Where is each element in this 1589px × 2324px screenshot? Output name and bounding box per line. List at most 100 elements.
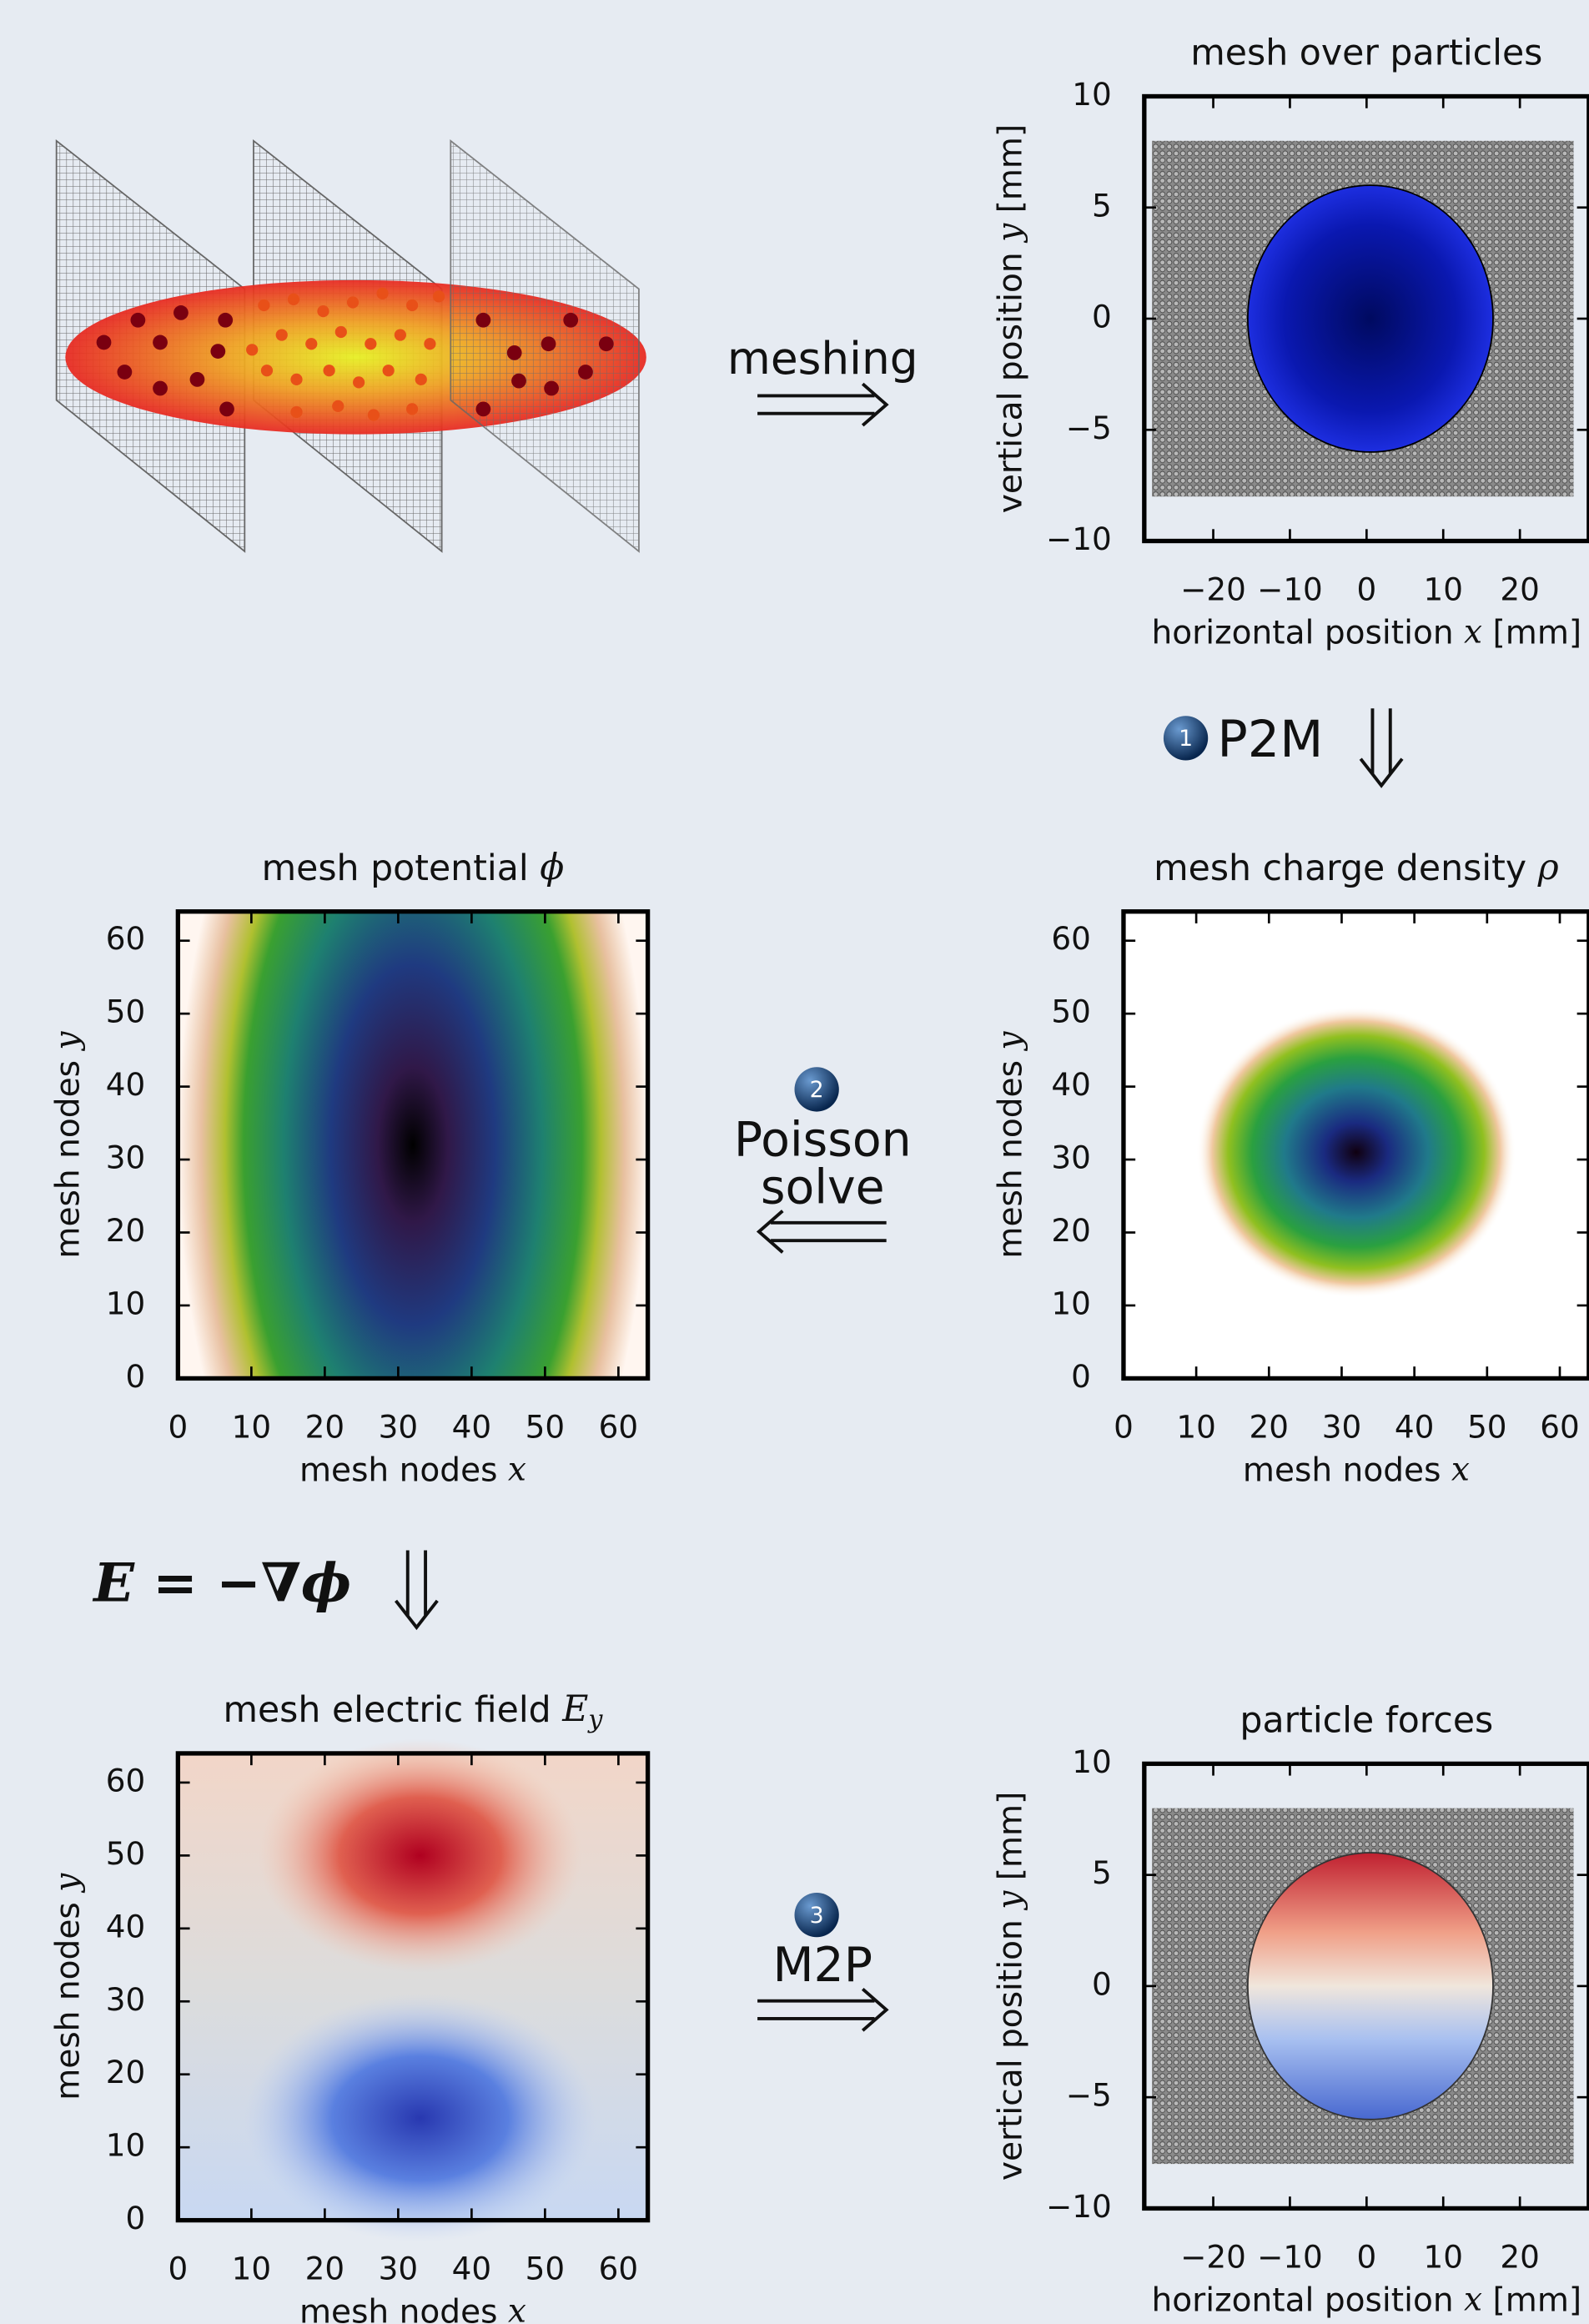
y-tick-label: 10	[106, 1285, 145, 1321]
title-text: mesh electric field	[223, 1689, 551, 1731]
x-tick-label: 0	[1114, 1408, 1134, 1445]
label-var: x	[1451, 1451, 1470, 1488]
label-var: y	[992, 1890, 1029, 1911]
x-tick-label: 0	[168, 1408, 188, 1445]
label-unit: [mm]	[992, 124, 1029, 214]
y-tick-label: 5	[1092, 187, 1112, 224]
x-tick-label: 30	[379, 2251, 418, 2287]
y-tick-label: 30	[1051, 1139, 1090, 1176]
label-text: mesh nodes	[1243, 1451, 1441, 1489]
label-var: x	[1464, 613, 1482, 651]
heatmap	[1196, 1006, 1516, 1298]
y-tick-label: 0	[126, 1358, 146, 1395]
x-tick-label: 10	[1176, 1408, 1215, 1445]
axis-label: mesh nodes x	[299, 2293, 526, 2324]
y-tick-label: 40	[106, 1066, 145, 1103]
y-tick-label: −10	[1046, 2188, 1112, 2225]
step-label: M2P	[773, 1938, 873, 1993]
y-tick-label: 50	[1051, 993, 1090, 1030]
y-tick-label: 30	[106, 1139, 145, 1176]
x-tick-label: 10	[1424, 2238, 1463, 2275]
y-tick-label: 20	[1051, 1212, 1090, 1249]
title-text: mesh potential	[262, 847, 529, 888]
x-tick-label: 0	[1356, 2238, 1376, 2275]
x-tick-label: 40	[1395, 1408, 1434, 1445]
title-var: ρ	[1537, 847, 1559, 888]
y-tick-label: 0	[1092, 1965, 1112, 2002]
panel-title: mesh over particles	[1190, 32, 1542, 73]
y-tick-label: 0	[126, 2200, 146, 2236]
title-var: ϕ	[540, 847, 564, 888]
x-tick-label: 10	[1424, 571, 1463, 607]
x-tick-label: −20	[1180, 2238, 1246, 2275]
panel-title: mesh charge density ρ	[1154, 847, 1559, 889]
y-tick-label: 0	[1071, 1358, 1091, 1395]
equation: E = −∇ϕ	[92, 1552, 351, 1614]
y-tick-label: 10	[1072, 76, 1111, 113]
heatmap	[259, 1738, 581, 1972]
y-tick-label: 60	[106, 1762, 145, 1798]
axis-label: horizontal position x [mm]	[1152, 2281, 1582, 2319]
x-tick-label: 30	[379, 1408, 418, 1445]
label-var: x	[508, 2293, 526, 2324]
x-tick-label: 40	[452, 2251, 491, 2287]
title-var: E	[561, 1688, 588, 1730]
axis-label: mesh nodes y	[49, 1873, 88, 2100]
panel-title: mesh potential ϕ	[262, 847, 565, 889]
y-tick-label: 60	[106, 920, 145, 957]
y-tick-label: −10	[1046, 521, 1112, 557]
y-tick-label: 10	[106, 2127, 145, 2164]
x-tick-label: 0	[168, 2251, 188, 2287]
step-number: 1	[1179, 726, 1193, 752]
label-text: mesh nodes	[992, 1060, 1029, 1259]
panel-heatmap: mesh charge density ρ 0 10 20 30 40 50 60 0 10 20 3…	[992, 847, 1589, 1489]
label-text: horizontal position	[1152, 2281, 1454, 2319]
axis-label: mesh nodes x	[299, 1451, 526, 1489]
title-text: mesh charge density	[1154, 847, 1526, 888]
x-tick-label: −10	[1257, 571, 1323, 607]
label-unit: [mm]	[992, 1792, 1029, 1881]
page: meshing 1 P2M 2 Poisson solve E = −∇ϕ 3 …	[0, 0, 1589, 2324]
x-tick-label: 60	[1540, 1408, 1579, 1445]
y-tick-label: 10	[1051, 1285, 1090, 1321]
y-tick-label: 10	[1072, 1743, 1111, 1780]
label-text: mesh nodes	[299, 2293, 498, 2324]
step-number: 3	[810, 1903, 824, 1929]
y-tick-label: −5	[1066, 410, 1112, 446]
illustration	[57, 141, 646, 551]
title-text: mesh over particles	[1190, 32, 1542, 73]
x-tick-label: 10	[232, 2251, 271, 2287]
y-tick-label: 50	[106, 993, 145, 1030]
label-var: y	[49, 1031, 87, 1052]
x-tick-label: −20	[1180, 571, 1246, 607]
title-text: particle forces	[1240, 1699, 1493, 1741]
axis-label: horizontal position x [mm]	[1152, 613, 1582, 651]
label-var: y	[992, 1031, 1029, 1052]
title-sub: y	[586, 1705, 603, 1734]
x-tick-label: 30	[1322, 1408, 1361, 1445]
x-tick-label: 20	[1500, 2238, 1539, 2275]
y-tick-label: 40	[1051, 1066, 1090, 1103]
heatmap	[178, 912, 647, 1379]
axis-label: vertical position y [mm]	[992, 124, 1029, 513]
y-tick-label: 60	[1051, 920, 1090, 957]
label-text: mesh nodes	[49, 1902, 87, 2100]
panel-scatter: mesh over particles−20−1001020−10−50510h…	[992, 32, 1589, 651]
label-var: y	[49, 1873, 87, 1894]
x-tick-label: 10	[232, 1408, 271, 1445]
label-text: mesh nodes	[299, 1451, 498, 1489]
x-tick-label: 20	[1250, 1408, 1289, 1445]
label-text: horizontal position	[1152, 614, 1454, 651]
step-number: 2	[810, 1077, 824, 1103]
y-tick-label: −5	[1066, 2077, 1112, 2114]
label-var: y	[992, 223, 1029, 244]
label-unit: [mm]	[1493, 2281, 1582, 2319]
label-text: mesh nodes	[49, 1060, 87, 1259]
label-var: x	[1464, 2281, 1482, 2318]
panel-title: mesh electric field Ey	[223, 1688, 603, 1734]
x-tick-label: 50	[525, 2251, 565, 2287]
y-tick-label: 20	[106, 1212, 145, 1249]
axis-label: vertical position y [mm]	[992, 1792, 1030, 2181]
label-text: vertical position	[992, 1919, 1029, 2181]
